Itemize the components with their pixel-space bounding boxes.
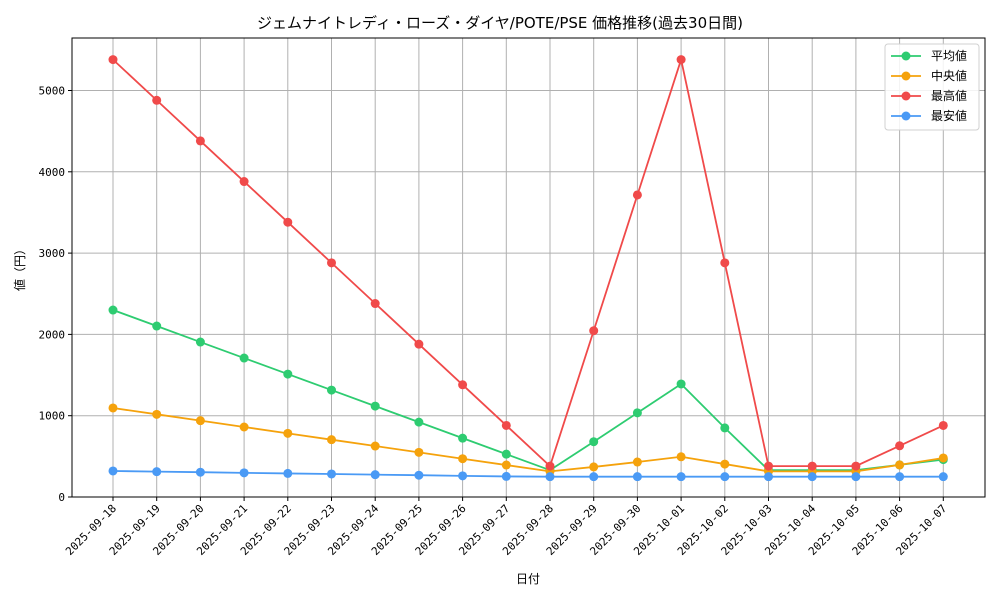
data-point [501, 471, 511, 481]
data-point [589, 326, 599, 336]
series-line [112, 56, 944, 468]
legend-label: 最安値 [931, 108, 967, 123]
data-point [327, 258, 336, 268]
series-lines [108, 55, 948, 482]
y-tick-label: 1000 [39, 410, 66, 423]
data-point [589, 437, 599, 447]
data-point [545, 461, 555, 471]
data-point [895, 441, 905, 451]
data-point [676, 472, 686, 482]
legend-marker-icon [901, 51, 911, 61]
data-point [414, 339, 424, 349]
data-point [152, 409, 162, 419]
y-axis-label: 値（円） [12, 243, 27, 291]
data-point [632, 408, 642, 418]
legend-box [884, 43, 980, 131]
data-point [589, 472, 599, 482]
data-point [108, 466, 118, 476]
data-point [501, 420, 511, 430]
data-point [152, 467, 162, 477]
data-point [414, 417, 424, 427]
data-point [501, 460, 511, 470]
data-point [195, 337, 205, 347]
y-tick-label: 3000 [39, 247, 66, 260]
data-point [458, 380, 468, 390]
data-point [239, 353, 249, 363]
data-point [720, 423, 730, 433]
data-point [720, 258, 730, 268]
data-point [851, 461, 861, 471]
legend-marker-icon [901, 71, 911, 81]
data-point [764, 472, 773, 482]
data-point [108, 403, 118, 413]
data-point [195, 467, 205, 477]
data-point [676, 452, 686, 462]
data-point [676, 55, 686, 65]
data-point [632, 190, 642, 200]
x-axis-label: 日付 [516, 572, 540, 586]
data-point [327, 469, 336, 479]
data-point [239, 422, 249, 432]
data-point [370, 299, 380, 309]
series-line [112, 470, 944, 478]
data-point [239, 177, 249, 187]
data-point [807, 461, 817, 471]
data-point [501, 449, 511, 459]
data-point [720, 459, 730, 469]
data-point [327, 435, 336, 445]
legend-marker-icon [901, 91, 911, 101]
data-point [764, 461, 773, 471]
grid-lines [72, 38, 985, 497]
chart-title: ジェムナイトレディ・ローズ・ダイヤ/POTE/PSE 価格推移(過去30日間) [257, 14, 743, 32]
y-tick-label: 5000 [39, 85, 66, 98]
data-point [152, 95, 162, 105]
data-point [239, 468, 249, 478]
data-point [327, 385, 336, 395]
series-line [112, 309, 944, 472]
plot-frame [71, 37, 986, 498]
legend-label: 最高値 [931, 88, 967, 103]
data-point [458, 433, 468, 443]
data-point [807, 472, 817, 482]
data-point [458, 454, 468, 464]
series-line [112, 407, 944, 473]
data-point [152, 321, 162, 331]
data-point [414, 447, 424, 457]
data-point [195, 416, 205, 426]
data-point [851, 472, 861, 482]
y-tick-label: 4000 [39, 166, 66, 179]
data-point [938, 453, 948, 463]
data-point [108, 305, 118, 315]
data-point [283, 217, 293, 227]
data-point [632, 472, 642, 482]
data-point [283, 428, 293, 438]
data-point [589, 462, 599, 472]
legend-label: 中央値 [931, 68, 967, 83]
data-point [938, 472, 948, 482]
data-point [283, 369, 293, 379]
legend-marker-icon [901, 111, 911, 121]
legend-label: 平均値 [931, 48, 967, 63]
data-point [938, 420, 948, 430]
data-point [414, 470, 424, 480]
data-point [632, 457, 642, 467]
y-tick-label: 2000 [39, 328, 66, 341]
data-point [720, 472, 730, 482]
y-tick-label: 0 [58, 491, 65, 504]
y-axis-ticks: 0 1000 2000 3000 4000 5000 [39, 85, 72, 504]
x-axis-ticks: 2025-09-182025-09-192025-09-202025-09-21… [63, 497, 949, 558]
data-point [370, 441, 380, 451]
data-point [545, 472, 555, 482]
data-point [370, 401, 380, 411]
data-point [195, 136, 205, 146]
data-point [283, 468, 293, 478]
data-point [458, 471, 468, 481]
data-point [676, 379, 686, 389]
data-point [108, 55, 118, 65]
data-point [895, 472, 905, 482]
data-point [895, 460, 905, 470]
data-point [370, 470, 380, 480]
